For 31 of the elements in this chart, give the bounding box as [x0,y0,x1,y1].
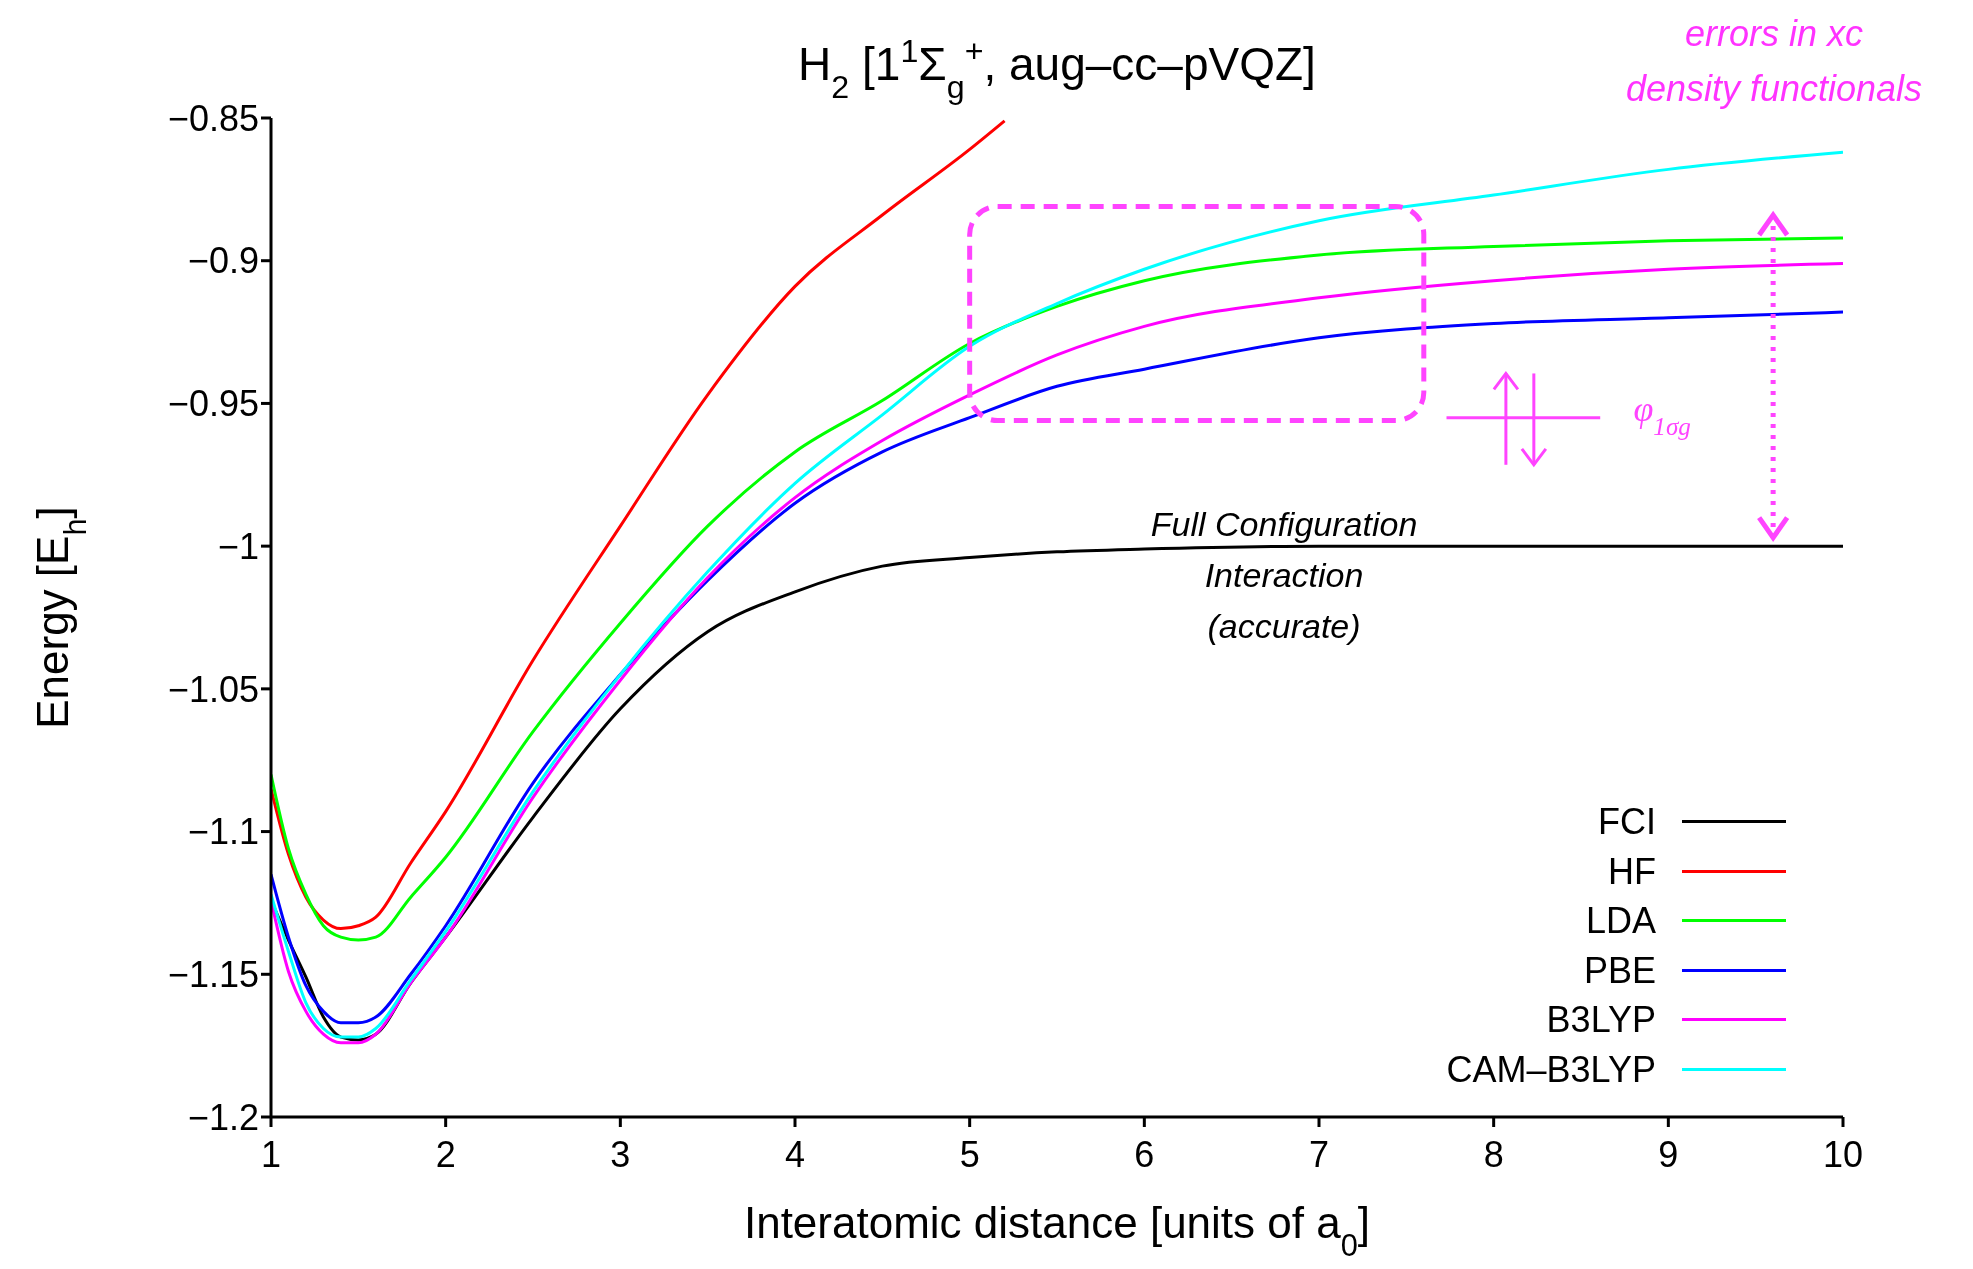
x-tick-label: 9 [1658,1133,1679,1175]
legend-label: FCI [1598,800,1656,844]
x-tick-label: 10 [1822,1133,1864,1175]
y-tick-label: −1.1 [187,811,259,853]
legend-label: PBE [1583,948,1656,993]
chart-title: H$_{2}$ [1$^{1}$Σ$_{g}$$^{+}$, aug–cc–pVQZ] [798,33,1316,105]
y-tick-label: −1.15 [167,954,259,996]
x-tick-label: 6 [1134,1133,1155,1175]
x-tick-label: 2 [435,1133,456,1175]
legend-label: LDA [1585,899,1656,943]
annotation: φ$_{1σg}$ [1633,388,1691,440]
legend-label: CAM–B3LYP [1446,1047,1656,1092]
x-axis-title: Interatomic distance [units of a$_{0}$] [743,1198,1371,1263]
x-tick-label: 7 [1308,1133,1330,1175]
y-tick-label: −0.95 [167,383,259,425]
annotation: Full Configuration Interaction (accurate) [1150,505,1418,646]
y-tick-label: −1.05 [167,668,259,710]
legend-label: HF [1608,849,1656,894]
y-tick-label: −1.2 [187,1096,259,1138]
x-tick-label: 8 [1483,1133,1504,1175]
y-tick-label: −0.85 [167,97,259,139]
x-tick-label: 5 [959,1133,980,1175]
line-series [271,236,1843,942]
line-series [271,119,1007,931]
y-tick-label: −1 [217,525,259,567]
x-tick-label: 3 [610,1133,631,1175]
legend-label: B3LYP [1546,998,1656,1042]
x-tick-label: 1 [260,1133,282,1175]
text: errors in xc density functionals [1625,13,1923,109]
y-tick-label: −0.9 [187,240,259,282]
x-tick-label: 4 [784,1133,806,1175]
